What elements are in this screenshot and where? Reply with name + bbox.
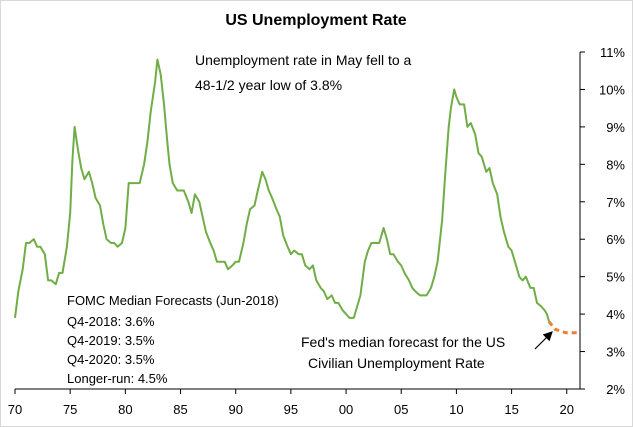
y-tick-label: 9% xyxy=(606,120,625,135)
x-tick-label: 90 xyxy=(228,402,242,417)
fomc-box-background xyxy=(63,291,283,387)
y-tick-label: 10% xyxy=(599,82,625,97)
x-tick-label: 70 xyxy=(8,402,22,417)
fomc-row: Q4-2019: 3.5% xyxy=(67,333,155,348)
x-ticks: 70 75 80 85 90 95 00 05 10 15 20 xyxy=(8,389,574,417)
forecast-note-line-2: Civilian Unemployment Rate xyxy=(308,355,485,371)
fomc-row: Q4-2018: 3.6% xyxy=(67,314,155,329)
x-tick-label: 00 xyxy=(339,402,353,417)
x-tick-label: 80 xyxy=(118,402,132,417)
y-tick-label: 8% xyxy=(606,157,625,172)
forecast-note-line-1: Fed's median forecast for the US xyxy=(301,334,505,350)
y-tick-label: 4% xyxy=(606,307,625,322)
y-tick-label: 3% xyxy=(606,345,625,360)
x-tick-label: 85 xyxy=(173,402,187,417)
x-tick-label: 10 xyxy=(449,402,463,417)
y-tick-label: 6% xyxy=(606,232,625,247)
fomc-forecast-box: FOMC Median Forecasts (Jun-2018) Q4-2018… xyxy=(63,291,283,387)
y-ticks: 2% 3% 4% 5% 6% 7% 8% 9% 10% 11% xyxy=(580,45,625,397)
y-tick-label: 7% xyxy=(606,195,625,210)
x-tick-label: 05 xyxy=(394,402,408,417)
chart-title: US Unemployment Rate xyxy=(225,12,406,29)
series-line-forecast xyxy=(547,320,577,335)
axes xyxy=(15,52,581,390)
y-tick-label: 2% xyxy=(606,382,625,397)
x-tick-label: 20 xyxy=(560,402,574,417)
x-tick-label: 95 xyxy=(284,402,298,417)
headline-line-2: 48-1/2 year low of 3.8% xyxy=(195,77,342,93)
y-tick-label: 11% xyxy=(600,45,625,60)
headline-line-1: Unemployment rate in May fell to a xyxy=(195,52,412,68)
x-tick-label: 75 xyxy=(63,402,77,417)
series-line-actual xyxy=(14,58,551,322)
fomc-heading: FOMC Median Forecasts (Jun-2018) xyxy=(67,293,279,308)
fomc-row: Longer-run: 4.5% xyxy=(67,371,168,386)
x-tick-label: 15 xyxy=(504,402,518,417)
fomc-row: Q4-2020: 3.5% xyxy=(67,352,155,367)
forecast-arrow xyxy=(534,331,553,350)
y-tick-label: 5% xyxy=(606,270,625,285)
